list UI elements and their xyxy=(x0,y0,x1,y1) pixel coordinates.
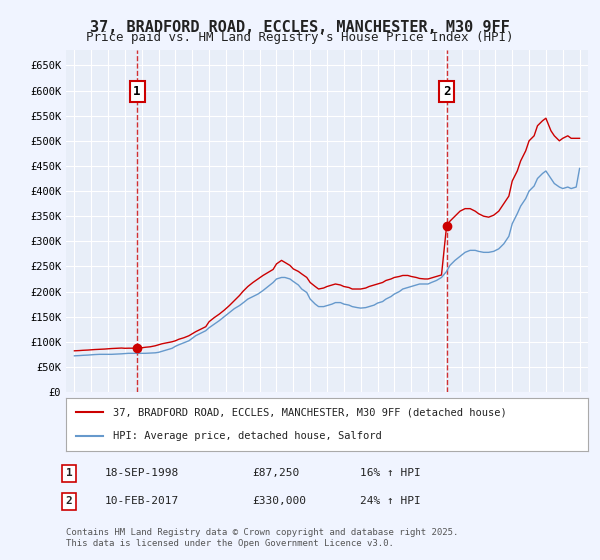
Text: 24% ↑ HPI: 24% ↑ HPI xyxy=(360,496,421,506)
Text: £87,250: £87,250 xyxy=(252,468,299,478)
Text: 1: 1 xyxy=(65,468,73,478)
Text: 1: 1 xyxy=(133,85,141,98)
Text: 2: 2 xyxy=(65,496,73,506)
Text: 2: 2 xyxy=(443,85,451,98)
Text: 37, BRADFORD ROAD, ECCLES, MANCHESTER, M30 9FF (detached house): 37, BRADFORD ROAD, ECCLES, MANCHESTER, M… xyxy=(113,408,507,418)
Text: HPI: Average price, detached house, Salford: HPI: Average price, detached house, Salf… xyxy=(113,431,382,441)
Text: 18-SEP-1998: 18-SEP-1998 xyxy=(105,468,179,478)
Text: 16% ↑ HPI: 16% ↑ HPI xyxy=(360,468,421,478)
Text: Price paid vs. HM Land Registry's House Price Index (HPI): Price paid vs. HM Land Registry's House … xyxy=(86,31,514,44)
Text: £330,000: £330,000 xyxy=(252,496,306,506)
Text: Contains HM Land Registry data © Crown copyright and database right 2025.
This d: Contains HM Land Registry data © Crown c… xyxy=(66,528,458,548)
Text: 37, BRADFORD ROAD, ECCLES, MANCHESTER, M30 9FF: 37, BRADFORD ROAD, ECCLES, MANCHESTER, M… xyxy=(90,20,510,35)
Text: 10-FEB-2017: 10-FEB-2017 xyxy=(105,496,179,506)
